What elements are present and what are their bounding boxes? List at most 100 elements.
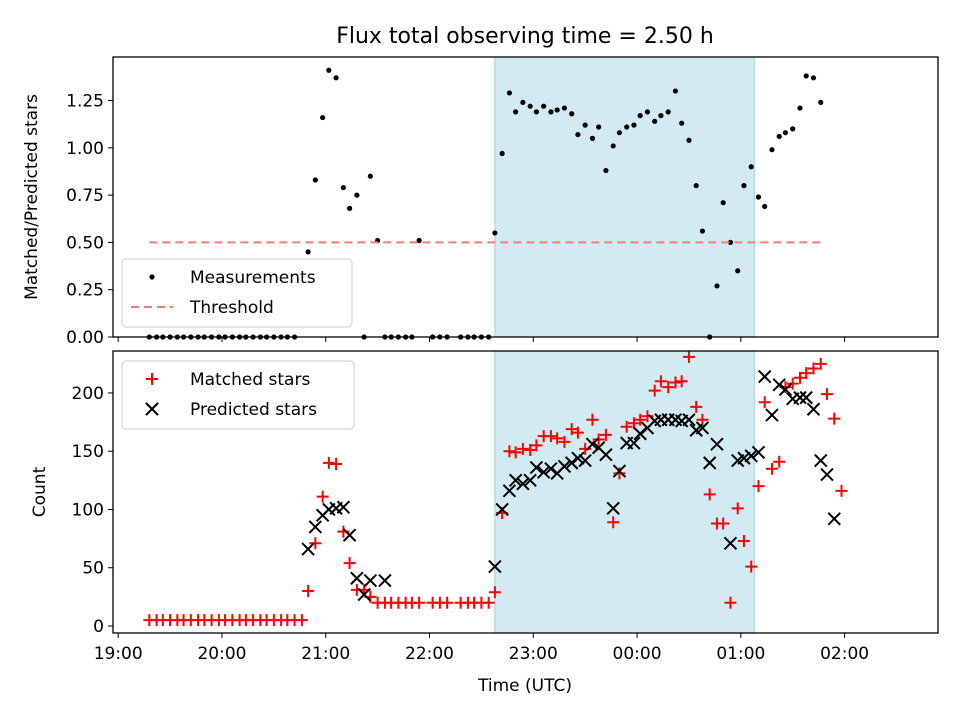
point-predicted-stars <box>744 449 758 463</box>
point-matched-stars <box>696 413 709 426</box>
point-predicted-stars <box>702 456 717 470</box>
point-measurements <box>714 283 720 289</box>
top-y-axis-label: Matched/Predicted stars <box>22 94 42 300</box>
point-measurements <box>582 122 588 128</box>
point-matched-stars <box>524 444 537 457</box>
point-matched-stars <box>820 388 833 401</box>
bottom-legend-box <box>121 360 355 430</box>
point-matched-stars <box>717 517 730 530</box>
point-predicted-stars <box>710 437 724 451</box>
point-predicted-stars <box>695 421 710 435</box>
point-predicted-stars <box>737 451 751 465</box>
point-matched-stars <box>682 350 695 363</box>
point-matched-stars <box>786 377 799 390</box>
point-measurements <box>506 90 513 96</box>
point-predicted-stars <box>599 448 613 462</box>
point-predicted-stars <box>814 453 828 468</box>
bottom-y-tick-label: 150 <box>72 442 104 462</box>
point-measurements <box>616 130 623 136</box>
point-measurements <box>527 103 533 109</box>
point-measurements <box>575 131 581 138</box>
point-predicted-stars <box>633 427 647 441</box>
point-measurements <box>665 109 671 115</box>
bottom-legend: Matched stars Predicted stars <box>121 360 355 430</box>
point-matched-stars <box>302 585 315 598</box>
point-measurements <box>367 173 373 179</box>
point-measurements <box>720 200 726 206</box>
point-matched-stars <box>516 442 529 455</box>
point-measurements <box>658 113 664 119</box>
top-y-tick-label: 0.50 <box>66 233 104 253</box>
point-matched-stars <box>793 371 806 384</box>
x-tick-label: 00:00 <box>613 644 662 664</box>
point-matched-stars <box>627 417 640 430</box>
point-matched-stars <box>330 458 343 471</box>
point-predicted-stars <box>757 369 772 384</box>
point-measurements <box>631 122 637 128</box>
point-measurements <box>748 164 754 170</box>
point-measurements <box>533 109 539 115</box>
point-matched-stars <box>773 455 786 468</box>
point-predicted-stars <box>799 390 813 405</box>
point-measurements <box>561 105 568 111</box>
point-predicted-stars <box>495 502 509 517</box>
point-predicted-stars <box>682 413 696 427</box>
top-legend: Measurements Threshold <box>121 258 353 328</box>
x-tick-label: 20:00 <box>197 644 246 664</box>
point-measurements <box>589 135 596 141</box>
bottom-panel: 0 50 100 150 200 19:00 20:00 21:00 22:00 23:00 00… <box>30 350 939 696</box>
point-matched-stars <box>482 596 495 609</box>
top-y-tick-label: 0.25 <box>66 281 104 301</box>
bottom-axes-frame <box>112 350 939 634</box>
point-matched-stars <box>752 480 765 493</box>
point-matched-stars <box>322 456 335 469</box>
point-matched-stars <box>758 396 771 409</box>
point-predicted-stars <box>523 473 537 488</box>
top-legend-box <box>121 258 353 328</box>
point-measurements <box>741 183 747 189</box>
point-predicted-stars <box>772 378 786 392</box>
point-predicted-stars <box>502 484 517 498</box>
point-matched-stars <box>592 433 605 446</box>
point-matched-stars <box>807 362 820 375</box>
top-axes-frame <box>112 56 939 338</box>
point-measurements <box>554 107 560 113</box>
point-measurements <box>347 205 353 211</box>
point-matched-stars <box>745 560 758 573</box>
point-predicted-stars <box>578 453 592 468</box>
point-measurements <box>818 99 824 106</box>
point-predicted-stars <box>508 473 523 488</box>
point-matched-stars <box>488 586 501 599</box>
point-measurements <box>326 67 332 73</box>
point-measurements <box>782 130 789 136</box>
point-predicted-stars <box>301 542 315 556</box>
point-measurements <box>810 75 817 81</box>
x-tick-label: 21:00 <box>301 644 350 664</box>
point-predicted-stars <box>342 528 357 542</box>
point-matched-stars <box>737 534 750 547</box>
point-matched-stars <box>295 614 308 627</box>
point-predicted-stars <box>606 501 620 516</box>
point-predicted-stars <box>571 451 585 465</box>
point-predicted-stars <box>557 459 572 474</box>
point-measurements <box>520 99 526 106</box>
point-predicted-stars <box>529 460 544 475</box>
point-measurements <box>693 183 699 189</box>
point-matched-stars <box>544 430 557 443</box>
point-matched-stars <box>675 375 688 388</box>
point-matched-stars <box>765 462 778 475</box>
point-matched-stars <box>613 467 626 480</box>
point-measurements <box>672 88 679 94</box>
point-matched-stars <box>662 381 675 394</box>
point-measurements <box>776 133 782 140</box>
x-tick-label: 23:00 <box>509 644 558 664</box>
point-predicted-stars <box>564 456 579 470</box>
point-matched-stars <box>731 502 744 515</box>
point-measurements <box>790 126 796 132</box>
point-measurements <box>803 73 809 79</box>
bottom-y-axis-label: Count <box>30 466 50 517</box>
legend-measurements-label: Measurements <box>190 268 316 288</box>
point-predicted-stars <box>806 402 821 416</box>
point-measurements <box>340 184 346 191</box>
